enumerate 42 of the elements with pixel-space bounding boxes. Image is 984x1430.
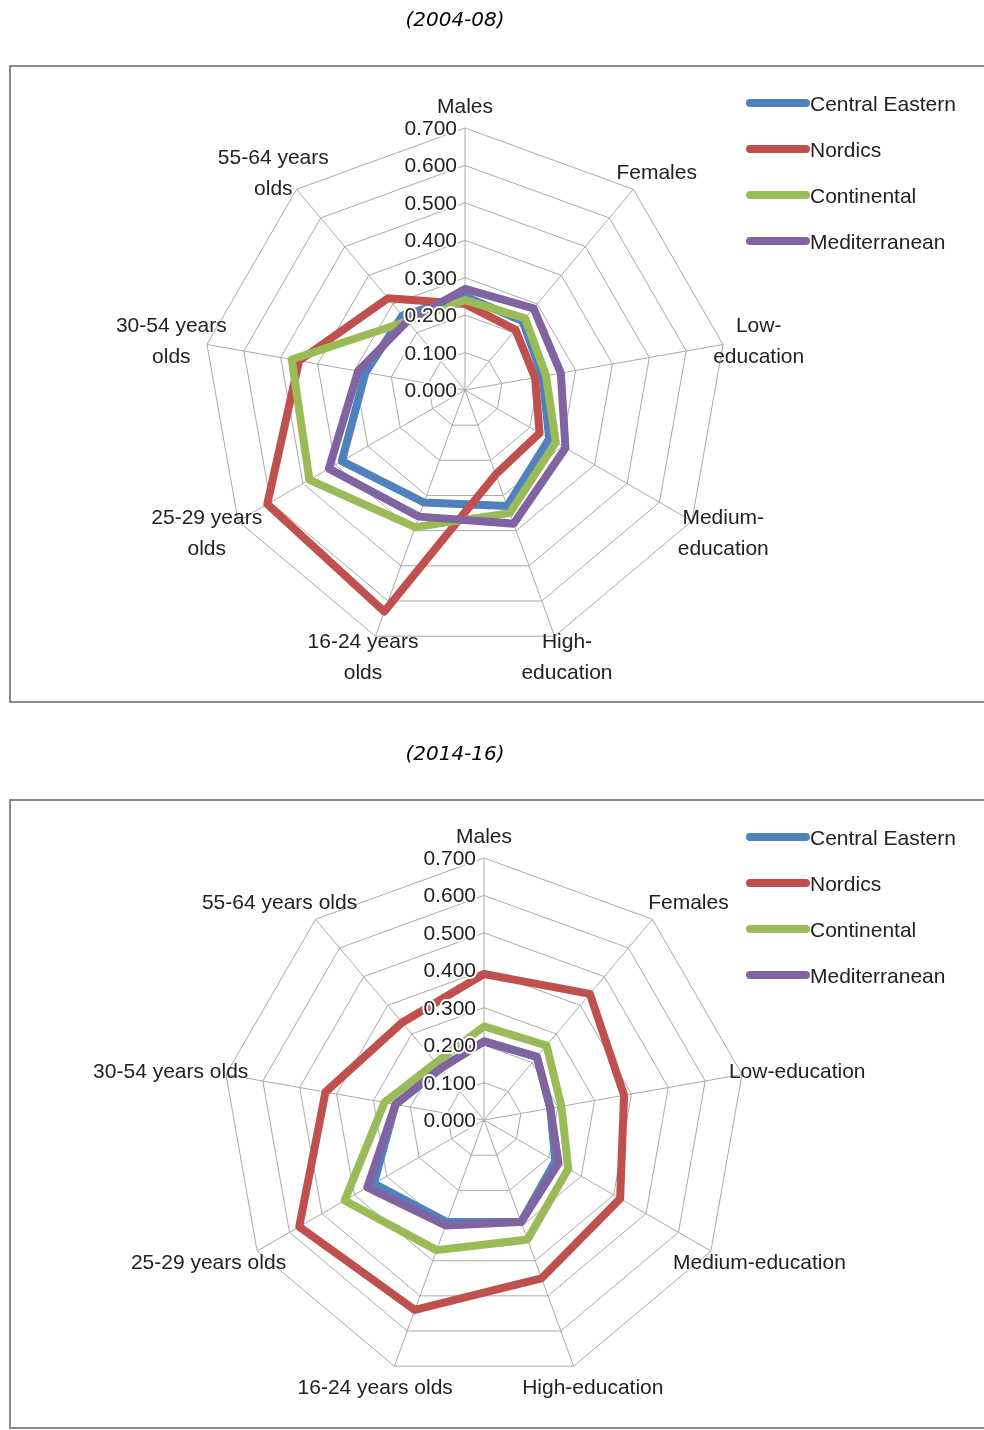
y-tick-label: 0.700 <box>404 116 457 139</box>
y-tick-label: 0.100 <box>404 340 457 364</box>
spoke-label: 16-24 years olds <box>307 629 419 684</box>
y-tick-label: 0.700 <box>423 846 476 869</box>
chart-title: (2014-16) <box>405 741 505 765</box>
y-tick-label: 0.300 <box>404 265 457 289</box>
legend-label: Nordics <box>810 138 882 161</box>
spoke-label: 16-24 years olds <box>297 1374 453 1398</box>
spoke-label: Males <box>455 824 513 847</box>
y-tick-label: 0.500 <box>404 190 457 214</box>
spoke-label: 25-29 years olds <box>130 1250 287 1273</box>
spoke-label: 55-64 years olds <box>201 890 358 914</box>
y-tick-label: 0.000 <box>404 378 457 401</box>
spoke-label: 25-29 years olds <box>151 504 263 559</box>
y-tick-label: 0.000 <box>423 1108 476 1131</box>
spoke-label: Low-education <box>713 313 805 368</box>
legend-label: Nordics <box>810 872 882 895</box>
spoke-label: Females <box>616 160 697 184</box>
chart-title: (2004-08) <box>405 7 505 31</box>
y-tick-label: 0.200 <box>404 303 457 327</box>
y-tick-label: 0.100 <box>423 1070 476 1094</box>
y-tick-label: 0.400 <box>404 228 457 252</box>
spoke-label: High-education <box>521 629 613 684</box>
legend-label: Continental <box>810 184 917 207</box>
spoke-label: Females <box>648 890 729 914</box>
spoke-label: Males <box>436 94 494 117</box>
y-tick-label: 0.500 <box>423 920 476 944</box>
spoke-label: Low-education <box>728 1058 866 1082</box>
y-tick-label: 0.400 <box>423 958 476 982</box>
legend-label: Mediterranean <box>810 230 946 253</box>
y-tick-label: 0.600 <box>423 883 476 907</box>
spoke-label: Medium-education <box>677 504 769 559</box>
legend-label: Central Eastern <box>810 92 956 115</box>
legend-label: Central Eastern <box>810 826 956 849</box>
spoke-label: 30-54 years olds <box>93 1058 249 1082</box>
spoke-label: High-education <box>522 1374 664 1398</box>
y-tick-label: 0.600 <box>404 153 457 177</box>
legend-label: Mediterranean <box>810 964 946 987</box>
spoke-label: 30-54 years olds <box>115 313 227 368</box>
spoke-label: 55-64 years olds <box>217 144 329 199</box>
spoke-label: Medium-education <box>673 1250 846 1273</box>
legend-label: Continental <box>810 918 917 941</box>
